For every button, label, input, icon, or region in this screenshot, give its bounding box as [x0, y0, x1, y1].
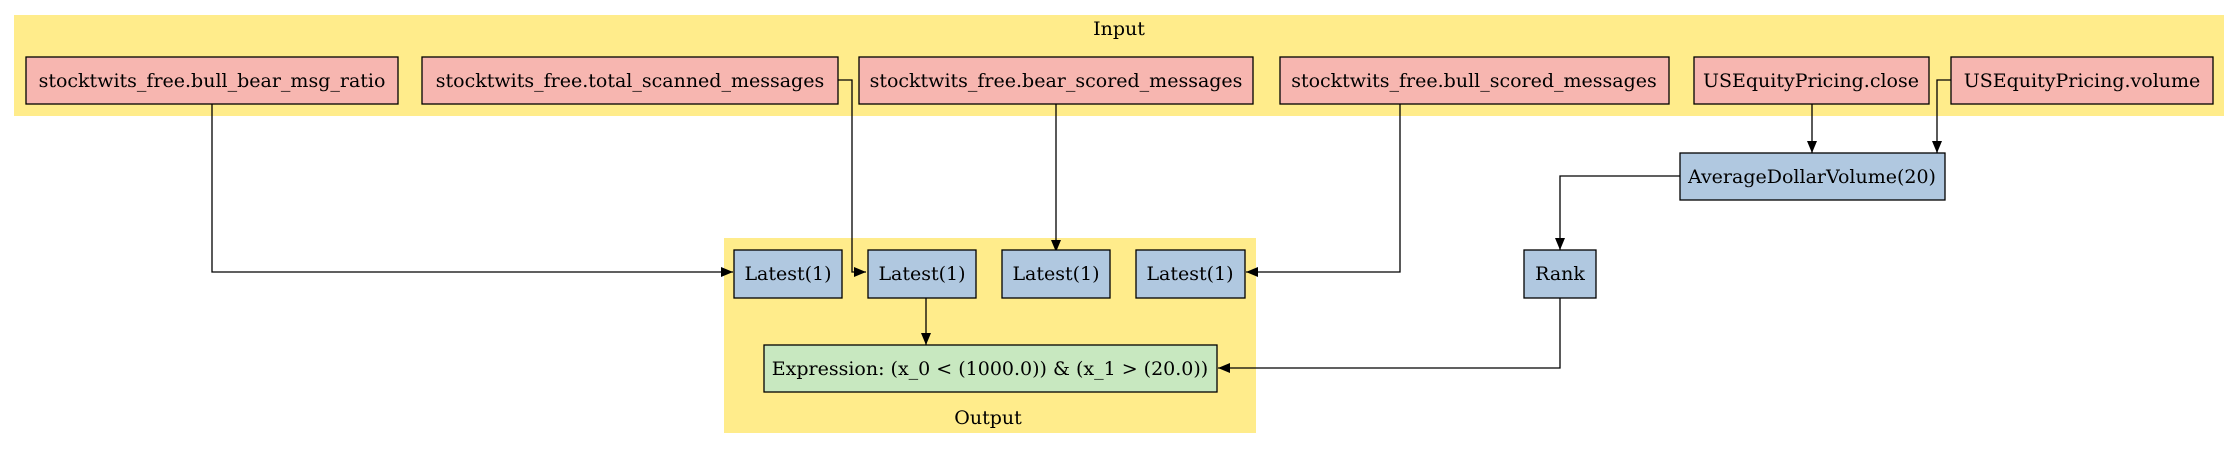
node-usequitypricing-volume: USEquityPricing.volume [1950, 56, 2214, 105]
node-latest-1-label: Latest(1) [744, 263, 831, 285]
node-latest-2-label: Latest(1) [878, 263, 965, 285]
output-cluster-label: Output [954, 407, 1022, 429]
node-usequitypricing-close: USEquityPricing.close [1693, 56, 1930, 105]
node-expression: Expression: (x_0 < (1000.0)) & (x_1 > (2… [763, 344, 1218, 393]
node-average-dollar-volume: AverageDollarVolume(20) [1679, 152, 1946, 201]
node-bear-scored-messages: stocktwits_free.bear_scored_messages [858, 56, 1254, 105]
node-bull-scored-messages: stocktwits_free.bull_scored_messages [1279, 56, 1670, 105]
edge-bull-scored-to-latest-4 [1246, 104, 1401, 277]
node-usequitypricing-volume-label: USEquityPricing.volume [1964, 70, 2201, 92]
node-latest-3: Latest(1) [1001, 249, 1111, 299]
node-latest-2: Latest(1) [867, 249, 977, 299]
node-total-scanned-messages: stocktwits_free.total_scanned_messages [421, 56, 839, 105]
edge-avg-dollar-volume-to-rank [1555, 175, 1680, 250]
node-average-dollar-volume-label: AverageDollarVolume(20) [1687, 166, 1936, 188]
input-cluster-label: Input [1093, 18, 1145, 40]
edge-total-scanned-to-latest-2 [838, 79, 866, 277]
node-latest-4: Latest(1) [1135, 249, 1246, 299]
node-bull-bear-msg-ratio-label: stocktwits_free.bull_bear_msg_ratio [39, 70, 386, 92]
edge-bull-bear-ratio-to-latest-1 [211, 104, 733, 277]
node-total-scanned-messages-label: stocktwits_free.total_scanned_messages [436, 70, 824, 92]
node-latest-1: Latest(1) [733, 249, 843, 299]
node-usequitypricing-close-label: USEquityPricing.close [1703, 70, 1919, 92]
node-expression-label: Expression: (x_0 < (1000.0)) & (x_1 > (2… [772, 358, 1208, 380]
edge-rank-to-expression [1218, 298, 1561, 373]
node-rank-label: Rank [1535, 263, 1585, 285]
edges [211, 79, 1951, 373]
node-rank: Rank [1523, 249, 1597, 299]
edge-volume-to-avg-dollar-volume [1932, 79, 1951, 153]
node-bull-scored-messages-label: stocktwits_free.bull_scored_messages [1291, 70, 1657, 92]
node-latest-4-label: Latest(1) [1146, 263, 1233, 285]
node-bear-scored-messages-label: stocktwits_free.bear_scored_messages [870, 70, 1243, 92]
node-latest-3-label: Latest(1) [1012, 263, 1099, 285]
node-bull-bear-msg-ratio: stocktwits_free.bull_bear_msg_ratio [25, 56, 399, 105]
